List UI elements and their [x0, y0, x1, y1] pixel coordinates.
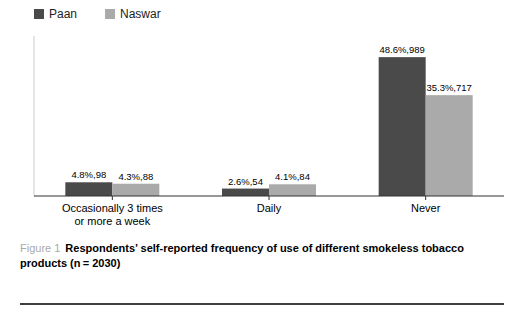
x-tick-label: Occasionally 3 timesor more a week	[62, 202, 163, 227]
x-ticks: Occasionally 3 timesor more a week Daily N…	[62, 196, 441, 227]
data-label: 4.1%,84	[275, 171, 310, 182]
data-label: 4.3%,88	[118, 171, 153, 182]
data-label: 48.6%,989	[379, 44, 424, 55]
data-labels: 4.8%,98 2.6%,54 48.6%,989 4.3%,88 4.1%,84 35.…	[71, 44, 471, 186]
x-tick-label: Daily	[257, 202, 282, 214]
bar	[379, 57, 426, 196]
x-tick-label: Never	[411, 202, 441, 214]
data-label: 4.8%,98	[71, 169, 106, 180]
caption-figure-label: Figure 1	[20, 242, 60, 254]
legend-swatch	[34, 9, 44, 19]
data-label: 35.3%,717	[426, 82, 471, 93]
data-label: 2.6%,54	[228, 176, 263, 187]
bar	[426, 95, 473, 196]
caption-text: Respondents’ self-reported frequency of …	[20, 242, 464, 269]
bar	[112, 184, 159, 196]
x-tick	[425, 196, 426, 200]
chart: Paan Naswar 4.8%,98 2.6%,54 48.6%,989 4.3%,88…	[0, 0, 520, 317]
legend-swatch	[105, 9, 115, 19]
caption-rule	[20, 303, 504, 305]
legend-label: Paan	[49, 7, 77, 21]
caption: Figure 1Respondents’ self-reported frequ…	[20, 242, 464, 269]
x-tick	[112, 196, 113, 200]
x-tick	[269, 196, 270, 200]
y-axis-line	[34, 36, 35, 196]
bar	[222, 189, 269, 196]
bar	[65, 182, 112, 196]
legend-label: Naswar	[120, 7, 161, 21]
legend: Paan Naswar	[34, 7, 161, 21]
bars	[65, 57, 472, 196]
chart-container: Paan Naswar 4.8%,98 2.6%,54 48.6%,989 4.3%,88…	[0, 0, 520, 317]
bar	[269, 184, 316, 196]
